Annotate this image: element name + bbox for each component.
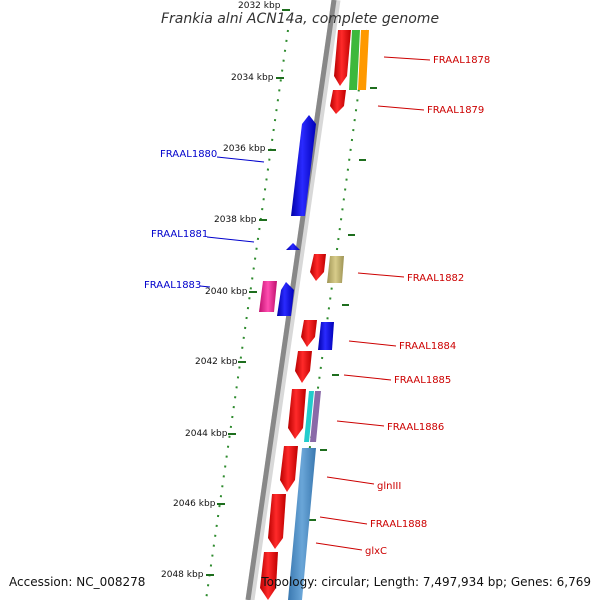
gene-fraal1886-cyan: [304, 391, 314, 442]
leader-line: [343, 374, 392, 381]
topology-label: Topology: circular; Length: 7,497,934 bp…: [260, 575, 591, 589]
gene-fraal1878-track: [349, 30, 360, 90]
gene-fraal1882[interactable]: [327, 256, 344, 283]
tick-label: 2044 kbp: [185, 429, 228, 439]
gene-label[interactable]: FRAAL1879: [427, 105, 484, 116]
gene-label[interactable]: glnIII: [377, 481, 401, 492]
leader-line: [336, 420, 385, 427]
gene-fraal1880[interactable]: [291, 115, 316, 216]
gene-label[interactable]: FRAAL1886: [387, 422, 444, 433]
gene-glniii-a[interactable]: [280, 446, 298, 492]
tick-label: 2040 kbp: [205, 287, 248, 297]
gene-fraal1886-a[interactable]: [288, 389, 306, 439]
tick-label: 2034 kbp: [231, 73, 274, 83]
gene-glniii[interactable]: [288, 448, 316, 600]
gene-fraal1883[interactable]: [277, 282, 294, 316]
tick-label: 2036 kbp: [223, 144, 266, 154]
gene-label[interactable]: FRAAL1878: [433, 55, 490, 66]
leader-line: [377, 105, 425, 111]
leader-line: [383, 56, 431, 61]
gene-label[interactable]: FRAAL1881: [151, 229, 208, 240]
gene-label[interactable]: FRAAL1882: [407, 273, 464, 284]
forward-genes: [260, 30, 369, 600]
leader-line: [319, 516, 368, 525]
gene-fraal1883-a[interactable]: [259, 281, 277, 312]
leader-line: [315, 542, 363, 551]
gene-fraal1884[interactable]: [318, 322, 334, 350]
gene-fraal1884-a[interactable]: [301, 320, 317, 347]
gene-fraal1878[interactable]: [334, 30, 351, 86]
accession-label: Accession: NC_008278: [9, 575, 145, 589]
gene-label[interactable]: FRAAL1884: [399, 341, 456, 352]
tick-marks: [206, 9, 377, 576]
leader-line: [206, 236, 255, 243]
gene-label[interactable]: FRAAL1888: [370, 519, 427, 530]
gene-fraal1878-track2: [358, 30, 369, 90]
gene-label[interactable]: FRAAL1885: [394, 375, 451, 386]
tick-label: 2048 kbp: [161, 570, 204, 580]
tick-label: 2032 kbp: [238, 1, 281, 11]
leader-line: [326, 476, 375, 485]
gene-fraal1881[interactable]: [286, 243, 300, 250]
gene-fraal1886[interactable]: [310, 391, 321, 442]
leader-line: [199, 285, 211, 288]
leader-line: [216, 156, 265, 163]
gene-fraal1882-a[interactable]: [310, 254, 326, 281]
tick-label: 2046 kbp: [173, 499, 216, 509]
gene-label[interactable]: glxC: [365, 546, 387, 557]
gene-label[interactable]: FRAAL1883: [144, 280, 201, 291]
leader-line: [348, 340, 397, 347]
leader-lines: [199, 56, 431, 551]
gene-fraal1885[interactable]: [295, 351, 312, 383]
gene-fraal1879[interactable]: [330, 90, 346, 114]
gene-glxc[interactable]: [260, 552, 278, 600]
page-title: Frankia alni ACN14a, complete genome: [161, 11, 439, 27]
tick-label: 2042 kbp: [195, 357, 238, 367]
reverse-genes: [259, 115, 316, 316]
gene-label[interactable]: FRAAL1880: [160, 149, 217, 160]
gene-fraal1888[interactable]: [268, 494, 286, 549]
tick-label: 2038 kbp: [214, 215, 257, 225]
leader-line: [357, 272, 405, 278]
